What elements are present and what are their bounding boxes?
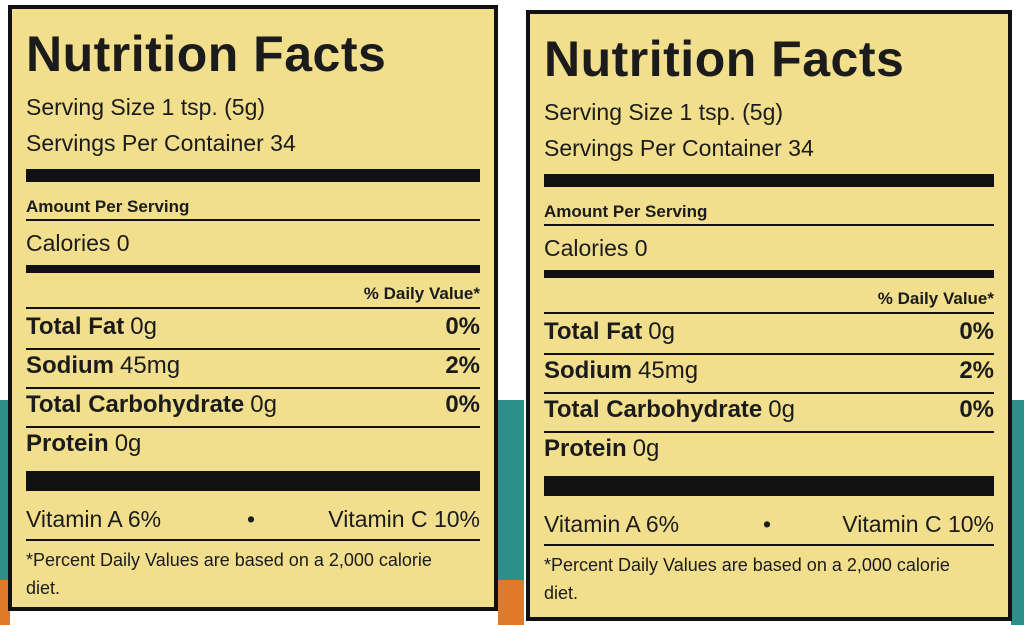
background-strip: [498, 400, 524, 600]
background-strip: [1011, 400, 1024, 625]
rule: [544, 312, 994, 314]
servings-per-container: Servings Per Container 34: [26, 130, 296, 156]
vitamin: Vitamin A 6%: [26, 506, 162, 532]
rule: [26, 348, 480, 350]
rule: [26, 387, 480, 389]
nutrient-amount: 0g: [114, 430, 142, 457]
nutrient-amount: 0g: [130, 313, 157, 340]
nutrient-percent: 2%: [445, 352, 480, 379]
servings-per-container: Servings Per Container 34: [544, 135, 814, 161]
vitamin: Vitamin C 10%: [328, 506, 480, 532]
nutrient-name: Protein: [544, 435, 627, 462]
amount-per-serving: Amount Per Serving: [26, 197, 190, 216]
thick-rule: [544, 174, 994, 187]
rule: [544, 392, 994, 394]
calories: Calories 0: [26, 230, 130, 256]
nutrient-row: Total Carbohydrate 0g: [544, 396, 795, 424]
daily-value-header: % Daily Value*: [363, 284, 480, 303]
nutrient-row: Total Fat 0g: [544, 318, 675, 346]
nutrient-amount: 0g: [632, 435, 660, 462]
calories: Calories 0: [544, 235, 648, 261]
separator: •: [247, 506, 256, 532]
vitamin: Vitamin C 10%: [842, 511, 994, 537]
nutrient-row: Sodium 45mg: [544, 357, 698, 385]
nutrient-name: Total Fat: [544, 318, 643, 345]
rule: [544, 224, 994, 226]
daily-value-header: % Daily Value*: [877, 289, 994, 308]
nutrient-amount: 45mg: [638, 357, 699, 384]
thick-rule: [26, 471, 480, 491]
nutrient-name: Total Carbohydrate: [26, 391, 245, 418]
footnote: *Percent Daily Values are based on a 2,0…: [26, 550, 432, 598]
nutrient-name: Sodium: [544, 357, 632, 384]
serving-size: Serving Size 1 tsp. (5g): [26, 94, 266, 120]
nutrient-row: Protein 0g: [26, 430, 141, 458]
separator: •: [763, 511, 772, 537]
rule: [26, 219, 480, 221]
footnote: *Percent Daily Values are based on a 2,0…: [544, 555, 950, 603]
nutrient-row: Sodium 45mg: [26, 352, 180, 380]
nutrient-row: Total Fat 0g: [26, 313, 157, 341]
rule: [26, 426, 480, 428]
nutrition-label: Nutrition Facts Serving Size 1 tsp. (5g) S…: [8, 5, 498, 611]
nutrient-name: Total Fat: [26, 313, 125, 340]
background-strip: [498, 580, 524, 625]
rule: [544, 544, 994, 546]
background-strip: [0, 580, 10, 625]
nutrient-percent: 0%: [445, 313, 480, 340]
nutrient-name: Protein: [26, 430, 109, 457]
background-strip: [0, 400, 10, 580]
nutrient-name: Sodium: [26, 352, 114, 379]
nutrition-label: Nutrition Facts Serving Size 1 tsp. (5g) S…: [526, 10, 1012, 621]
thick-rule: [26, 169, 480, 182]
nutrient-row: Total Carbohydrate 0g: [26, 391, 277, 419]
nutrient-percent: 0%: [445, 391, 480, 418]
nutrient-row: Protein 0g: [544, 435, 659, 463]
rule: [544, 353, 994, 355]
thick-rule: [544, 270, 994, 278]
nutrient-name: Total Carbohydrate: [544, 396, 763, 423]
label-title: Nutrition Facts: [26, 26, 387, 82]
thick-rule: [26, 265, 480, 273]
thick-rule: [544, 476, 994, 496]
nutrient-percent: 0%: [959, 396, 994, 423]
rule: [544, 431, 994, 433]
nutrient-amount: 0g: [250, 391, 277, 418]
rule: [26, 539, 480, 541]
nutrient-amount: 0g: [768, 396, 795, 423]
nutrient-amount: 0g: [648, 318, 675, 345]
label-title: Nutrition Facts: [544, 31, 905, 87]
amount-per-serving: Amount Per Serving: [544, 202, 708, 221]
vitamin: Vitamin A 6%: [544, 511, 680, 537]
nutrient-amount: 45mg: [120, 352, 181, 379]
serving-size: Serving Size 1 tsp. (5g): [544, 99, 784, 125]
nutrient-percent: 2%: [959, 357, 994, 384]
nutrient-percent: 0%: [959, 318, 994, 345]
rule: [26, 307, 480, 309]
